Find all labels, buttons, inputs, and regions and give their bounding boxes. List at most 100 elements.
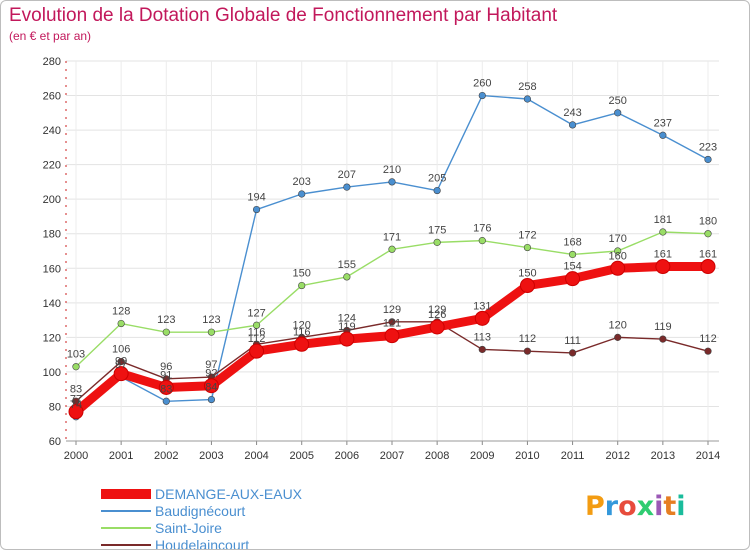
data-point	[523, 243, 532, 252]
data-point	[72, 363, 80, 371]
legend-item: Saint-Joire	[101, 519, 302, 536]
data-label: 126	[428, 309, 446, 321]
data-point	[294, 336, 310, 352]
data-label: 112	[699, 333, 717, 345]
data-point	[568, 121, 577, 129]
data-point	[655, 259, 671, 275]
y-tick-label: 100	[43, 367, 61, 379]
data-label: 181	[654, 214, 672, 226]
data-point	[252, 205, 261, 214]
data-label: 91	[160, 369, 172, 381]
data-point	[388, 318, 396, 326]
data-label: 176	[473, 223, 491, 235]
x-tick-label: 2010	[515, 450, 539, 462]
data-label: 207	[338, 169, 356, 181]
data-point	[659, 335, 667, 343]
data-point	[298, 190, 306, 198]
legend-swatch	[101, 509, 151, 512]
data-label: 128	[112, 306, 130, 318]
legend-label: DEMANGE-AUX-EAUX	[155, 485, 303, 502]
data-label: 99	[115, 356, 127, 368]
data-label: 203	[293, 176, 311, 188]
data-label: 150	[518, 268, 536, 280]
legend: DEMANGE-AUX-EAUX Baudignécourt Saint-Joire…	[101, 485, 302, 550]
x-tick-label: 2005	[289, 450, 313, 462]
data-point	[568, 349, 577, 357]
data-label: 210	[383, 164, 401, 176]
data-label: 161	[654, 249, 672, 261]
data-label: 112	[248, 333, 266, 345]
y-tick-label: 80	[49, 401, 61, 413]
data-label: 161	[699, 249, 717, 261]
data-label: 194	[247, 192, 265, 204]
y-tick-label: 120	[43, 332, 61, 344]
legend-label: Houdelaincourt	[155, 536, 250, 550]
data-label: 171	[383, 231, 401, 243]
data-label: 123	[157, 314, 175, 326]
legend-item: DEMANGE-AUX-EAUX	[101, 485, 302, 502]
data-label: 129	[383, 304, 401, 316]
x-tick-label: 2014	[696, 450, 720, 462]
data-label: 160	[609, 250, 627, 262]
x-tick-label: 2012	[605, 450, 629, 462]
data-point	[203, 378, 219, 394]
x-tick-label: 2002	[154, 450, 178, 462]
data-label: 119	[654, 321, 672, 333]
data-point	[339, 331, 355, 347]
y-tick-label: 180	[43, 229, 61, 241]
data-label: 168	[563, 236, 581, 248]
data-label: 103	[67, 349, 85, 361]
data-label: 106	[112, 344, 130, 356]
data-label: 205	[428, 173, 446, 185]
x-tick-label: 2004	[244, 450, 268, 462]
data-label: 170	[609, 233, 627, 245]
data-label: 127	[247, 307, 265, 319]
data-label: 97	[205, 359, 217, 371]
data-point	[704, 230, 712, 238]
data-point	[298, 281, 306, 290]
data-point	[614, 247, 622, 255]
data-point	[207, 395, 216, 404]
legend-item: Baudignécourt	[101, 502, 302, 519]
data-label: 97	[115, 359, 127, 371]
y-tick-label: 140	[43, 298, 61, 310]
data-point	[704, 155, 712, 164]
logo-letter: i	[676, 491, 686, 522]
data-label: 116	[293, 326, 311, 338]
logo-letter: i	[654, 491, 664, 522]
data-label: 112	[519, 333, 537, 345]
legend-label: Saint-Joire	[155, 519, 222, 536]
logo-letter: o	[618, 491, 637, 522]
data-point	[523, 347, 532, 355]
chart-title: Evolution de la Dotation Globale de Fonc…	[9, 5, 558, 26]
data-point	[117, 357, 125, 366]
data-label: 250	[609, 95, 627, 107]
x-tick-label: 2006	[335, 450, 359, 462]
y-tick-label: 60	[49, 436, 61, 448]
data-point	[478, 91, 486, 100]
data-label: 74	[70, 399, 82, 411]
data-point	[429, 319, 445, 335]
data-point	[68, 404, 84, 420]
data-point	[659, 228, 667, 236]
y-tick-label: 240	[43, 125, 61, 137]
legend-item: Houdelaincourt	[101, 536, 302, 550]
data-point	[158, 379, 174, 395]
data-point	[478, 237, 486, 245]
legend-swatch	[101, 488, 151, 499]
data-point	[207, 328, 216, 336]
legend-swatch	[101, 543, 151, 546]
proxiti-logo: Proxiti	[585, 491, 686, 522]
data-label: 120	[293, 319, 311, 331]
x-tick-label: 2008	[425, 450, 449, 462]
data-label: 111	[564, 335, 581, 347]
y-tick-label: 160	[43, 263, 61, 275]
data-label: 83	[70, 383, 82, 395]
data-label: 150	[293, 268, 311, 280]
data-point	[523, 95, 532, 103]
data-point	[478, 345, 486, 354]
data-point	[704, 347, 712, 355]
data-label: 237	[654, 117, 672, 129]
